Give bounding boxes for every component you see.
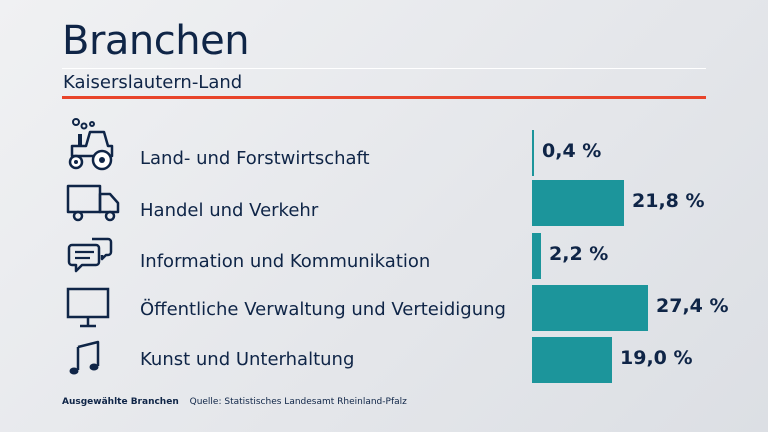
chart-row-land-forst: Land- und Forstwirtschaft 0,4 % [0, 118, 768, 178]
tractor-icon [64, 118, 124, 178]
chat-bubbles-icon [64, 233, 124, 281]
music-note-icon [64, 337, 124, 385]
chart-row-kunst-unterhaltung: Kunst und Unterhaltung 19,0 % [0, 337, 768, 383]
page-title: Branchen [62, 18, 250, 64]
category-label: Land- und Forstwirtschaft [140, 148, 370, 169]
value-label: 19,0 % [620, 347, 693, 369]
bar-kunst-unterhaltung [532, 337, 612, 383]
footer-source: Quelle: Statistisches Landesamt Rheinlan… [189, 397, 407, 407]
value-label: 21,8 % [632, 190, 705, 212]
monitor-icon [64, 285, 124, 333]
chart-row-information-kommunikation: Information und Kommunikation 2,2 % [0, 233, 768, 279]
truck-icon [64, 180, 124, 228]
chart-row-handel-verkehr: Handel und Verkehr 21,8 % [0, 180, 768, 226]
value-label: 27,4 % [656, 295, 729, 317]
title-divider [62, 68, 706, 69]
chart-row-oeffentliche-verwaltung: Öffentliche Verwaltung und Verteidigung … [0, 285, 768, 331]
bar-oeffentliche-verwaltung [532, 285, 648, 331]
category-label: Information und Kommunikation [140, 251, 431, 272]
bar-information-kommunikation [532, 233, 541, 279]
page-subtitle: Kaiserslautern-Land [63, 72, 243, 93]
category-label: Handel und Verkehr [140, 200, 319, 221]
value-label: 0,4 % [542, 140, 602, 162]
bar-handel-verkehr [532, 180, 624, 226]
category-label: Öffentliche Verwaltung und Verteidigung [140, 299, 506, 320]
red-divider [62, 96, 706, 99]
bar-land-forst [532, 130, 534, 176]
value-label: 2,2 % [549, 243, 609, 265]
footer: Ausgewählte Branchen Quelle: Statistisch… [62, 397, 407, 407]
footer-label: Ausgewählte Branchen [62, 397, 179, 407]
category-label: Kunst und Unterhaltung [140, 349, 355, 370]
